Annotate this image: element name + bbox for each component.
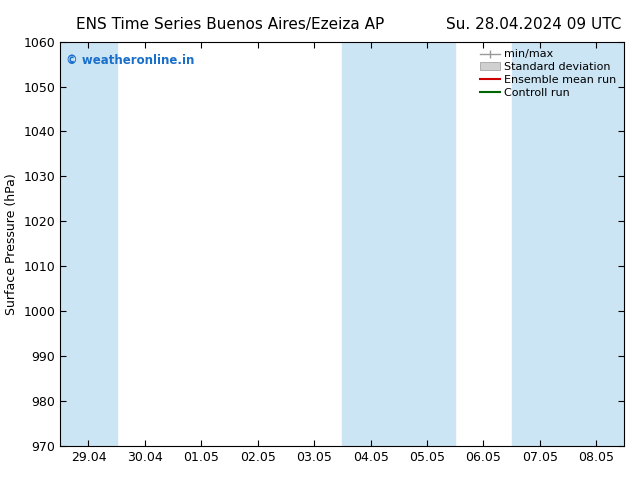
- Bar: [568, 42, 624, 446]
- Bar: [60, 42, 117, 446]
- Text: Su. 28.04.2024 09 UTC: Su. 28.04.2024 09 UTC: [446, 17, 621, 32]
- Text: ENS Time Series Buenos Aires/Ezeiza AP: ENS Time Series Buenos Aires/Ezeiza AP: [76, 17, 384, 32]
- Legend: min/max, Standard deviation, Ensemble mean run, Controll run: min/max, Standard deviation, Ensemble me…: [478, 47, 619, 100]
- Bar: [399, 42, 455, 446]
- Bar: [342, 42, 399, 446]
- Text: © weatheronline.in: © weatheronline.in: [66, 54, 194, 67]
- Y-axis label: Surface Pressure (hPa): Surface Pressure (hPa): [5, 173, 18, 315]
- Bar: [512, 42, 568, 446]
